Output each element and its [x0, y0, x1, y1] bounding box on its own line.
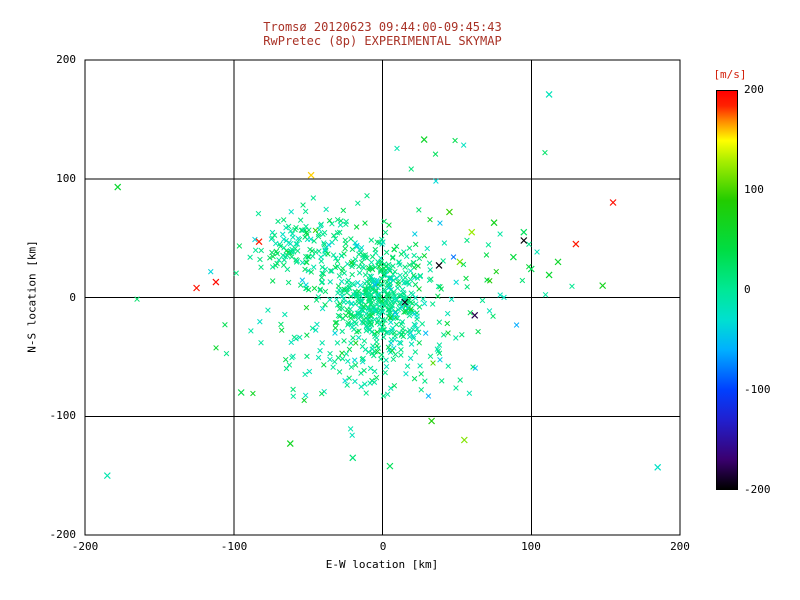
colorbar [716, 90, 738, 490]
colorbar-tick-label: 0 [744, 283, 751, 296]
colorbar-tick-label: 200 [744, 83, 764, 96]
colorbar-tick-label: -200 [744, 483, 771, 496]
y-tick-label: 0 [69, 291, 76, 304]
y-axis-title: N-S location [km] [25, 240, 39, 353]
plot-subtitle: RwPretec (8p) EXPERIMENTAL SKYMAP [263, 34, 502, 48]
y-tick-label: -100 [49, 409, 77, 422]
colorbar-tick-label: -100 [744, 383, 771, 396]
x-tick-label: 0 [379, 540, 387, 553]
x-tick-label: -200 [71, 540, 99, 553]
x-tick-label: 100 [521, 540, 541, 553]
x-tick-label: -100 [220, 540, 248, 553]
x-tick-label: 200 [670, 540, 690, 553]
y-tick-label: -200 [49, 528, 77, 541]
colorbar-tick-label: 100 [744, 183, 764, 196]
y-tick-label: 200 [56, 53, 76, 66]
x-axis-title: E-W location [km] [325, 558, 439, 571]
y-tick-label: 100 [56, 172, 76, 185]
plot-title: Tromsø 20120623 09:44:00-09:45:43 [263, 20, 502, 34]
colorbar-title: [m/s] [713, 68, 747, 81]
